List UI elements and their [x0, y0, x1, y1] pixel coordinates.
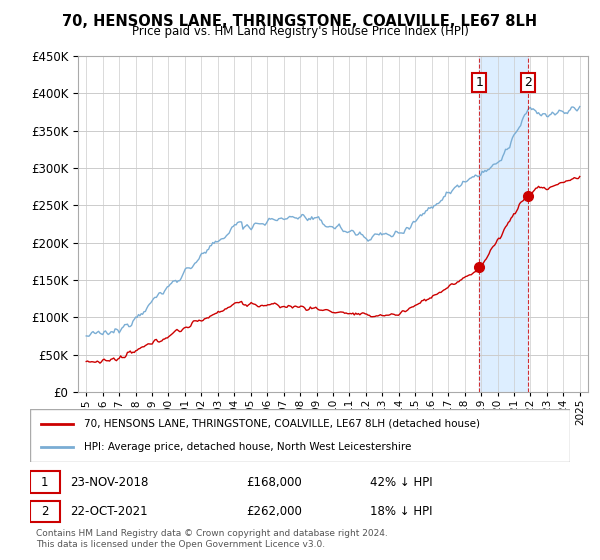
Text: 70, HENSONS LANE, THRINGSTONE, COALVILLE, LE67 8LH (detached house): 70, HENSONS LANE, THRINGSTONE, COALVILLE… — [84, 419, 480, 429]
Text: Price paid vs. HM Land Registry's House Price Index (HPI): Price paid vs. HM Land Registry's House … — [131, 25, 469, 38]
FancyBboxPatch shape — [30, 501, 60, 522]
FancyBboxPatch shape — [30, 409, 570, 462]
Text: 23-NOV-2018: 23-NOV-2018 — [71, 475, 149, 489]
Bar — [479, 56, 528, 392]
Text: Contains HM Land Registry data © Crown copyright and database right 2024.
This d: Contains HM Land Registry data © Crown c… — [36, 529, 388, 549]
Text: 22-OCT-2021: 22-OCT-2021 — [71, 505, 148, 518]
Text: 18% ↓ HPI: 18% ↓ HPI — [370, 505, 433, 518]
Text: 42% ↓ HPI: 42% ↓ HPI — [370, 475, 433, 489]
Text: 1: 1 — [475, 76, 484, 88]
Text: 70, HENSONS LANE, THRINGSTONE, COALVILLE, LE67 8LH: 70, HENSONS LANE, THRINGSTONE, COALVILLE… — [62, 14, 538, 29]
Text: 2: 2 — [524, 76, 532, 88]
Text: 2: 2 — [41, 505, 49, 518]
FancyBboxPatch shape — [30, 472, 60, 493]
Text: HPI: Average price, detached house, North West Leicestershire: HPI: Average price, detached house, Nort… — [84, 442, 412, 452]
Text: 1: 1 — [41, 475, 49, 489]
Text: £168,000: £168,000 — [246, 475, 302, 489]
Text: £262,000: £262,000 — [246, 505, 302, 518]
